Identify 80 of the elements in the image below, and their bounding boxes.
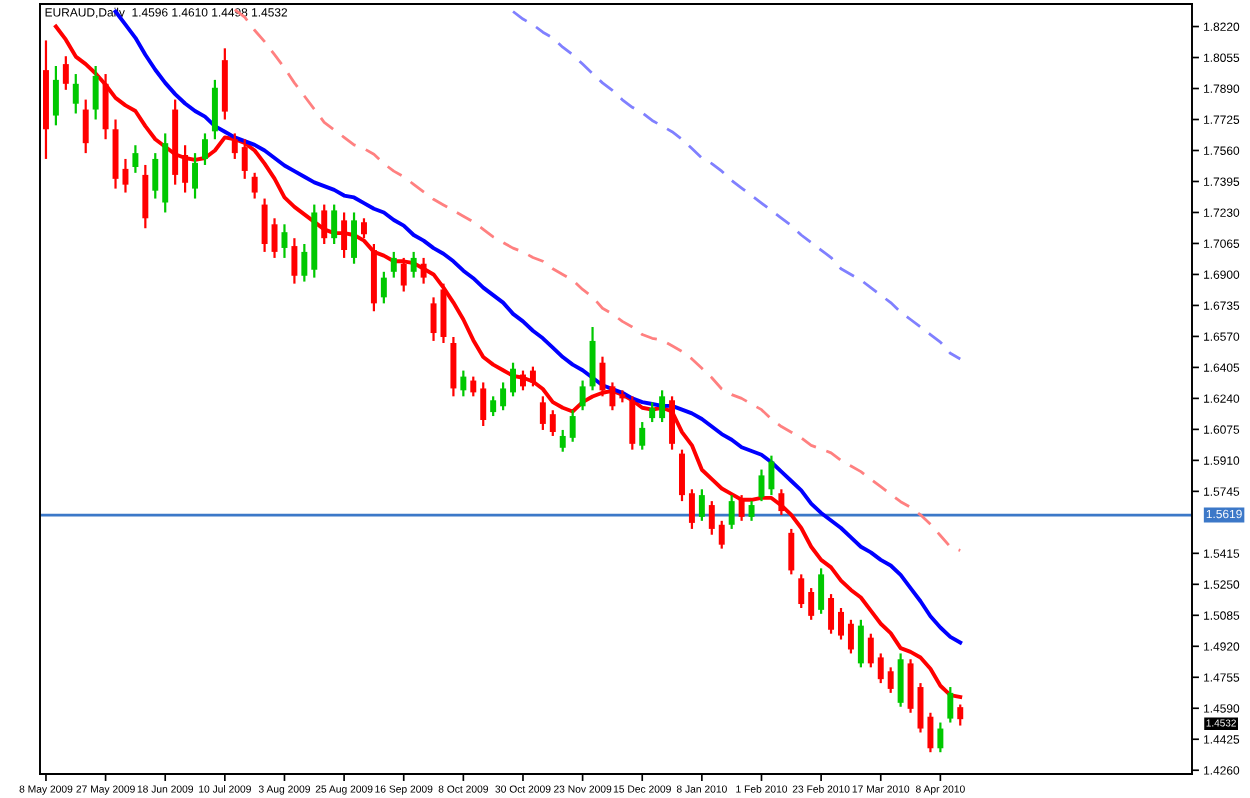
candlestick	[539, 395, 546, 432]
candlestick	[420, 256, 427, 285]
candlestick	[569, 409, 576, 443]
candlestick	[907, 658, 914, 714]
candlestick	[718, 519, 725, 550]
candlestick	[142, 163, 149, 230]
candlestick	[877, 652, 884, 685]
candlestick	[211, 78, 218, 141]
candlestick	[192, 152, 199, 200]
candlestick	[72, 72, 79, 115]
candlestick	[460, 369, 467, 398]
candlestick	[241, 138, 248, 180]
candlestick	[688, 488, 695, 531]
candlestick	[271, 217, 278, 260]
candlestick	[589, 325, 596, 392]
candlestick	[82, 98, 89, 155]
candlestick	[778, 488, 785, 517]
candlestick	[559, 428, 566, 453]
candlestick	[529, 365, 536, 388]
candlestick	[708, 500, 715, 536]
candlestick	[62, 55, 69, 91]
candlestick	[360, 217, 367, 240]
candlestick	[261, 197, 268, 254]
candlestick	[410, 250, 417, 279]
candlestick	[669, 395, 676, 451]
candlestick	[659, 389, 666, 424]
candlestick	[698, 488, 705, 522]
candlestick	[331, 203, 338, 246]
candlestick	[847, 618, 854, 655]
candlestick	[480, 381, 487, 428]
candlestick	[490, 395, 497, 418]
candlestick	[937, 721, 944, 754]
candlestick	[450, 335, 457, 398]
candlestick	[649, 401, 656, 424]
candlestick	[639, 420, 646, 451]
candlestick	[629, 395, 636, 451]
candlestick	[321, 203, 328, 246]
candlestick	[748, 500, 755, 522]
candlestick	[520, 369, 526, 392]
candlestick	[798, 573, 805, 610]
candlestick	[867, 632, 874, 669]
candlestick	[500, 381, 507, 412]
candlestick	[102, 72, 109, 141]
candlestick	[897, 652, 904, 708]
candlestick	[679, 448, 685, 503]
candlestick	[152, 152, 159, 200]
candlestick	[738, 494, 745, 522]
candlestick	[609, 381, 616, 412]
candlestick	[788, 527, 795, 576]
candlestick	[201, 132, 208, 167]
candlestick	[251, 171, 258, 200]
candlestick	[887, 666, 894, 694]
candlestick	[400, 256, 407, 293]
line-series	[511, 10, 962, 361]
candlestick	[828, 592, 835, 635]
candlestick	[470, 375, 477, 398]
candlestick	[380, 270, 387, 305]
candlestick	[957, 703, 964, 727]
candlestick	[281, 223, 288, 260]
candlestick	[132, 144, 139, 174]
candlestick	[818, 567, 825, 615]
candlestick	[52, 64, 59, 127]
candlestick	[301, 242, 308, 283]
candlestick	[768, 454, 775, 497]
candlestick	[579, 379, 586, 412]
candlestick	[92, 64, 99, 121]
candlestick	[728, 494, 735, 531]
candlestick	[390, 250, 397, 279]
candlestick	[857, 618, 864, 669]
candlestick	[351, 211, 358, 265]
candlestick	[291, 237, 298, 285]
candlestick	[838, 606, 844, 641]
candlestick	[947, 685, 954, 724]
candlestick	[549, 409, 556, 438]
candlestick	[510, 361, 517, 398]
candlestick	[808, 586, 815, 621]
candlestick	[341, 211, 348, 260]
candlestick	[231, 132, 238, 161]
candlestick	[182, 144, 189, 194]
candlestick	[927, 711, 934, 754]
